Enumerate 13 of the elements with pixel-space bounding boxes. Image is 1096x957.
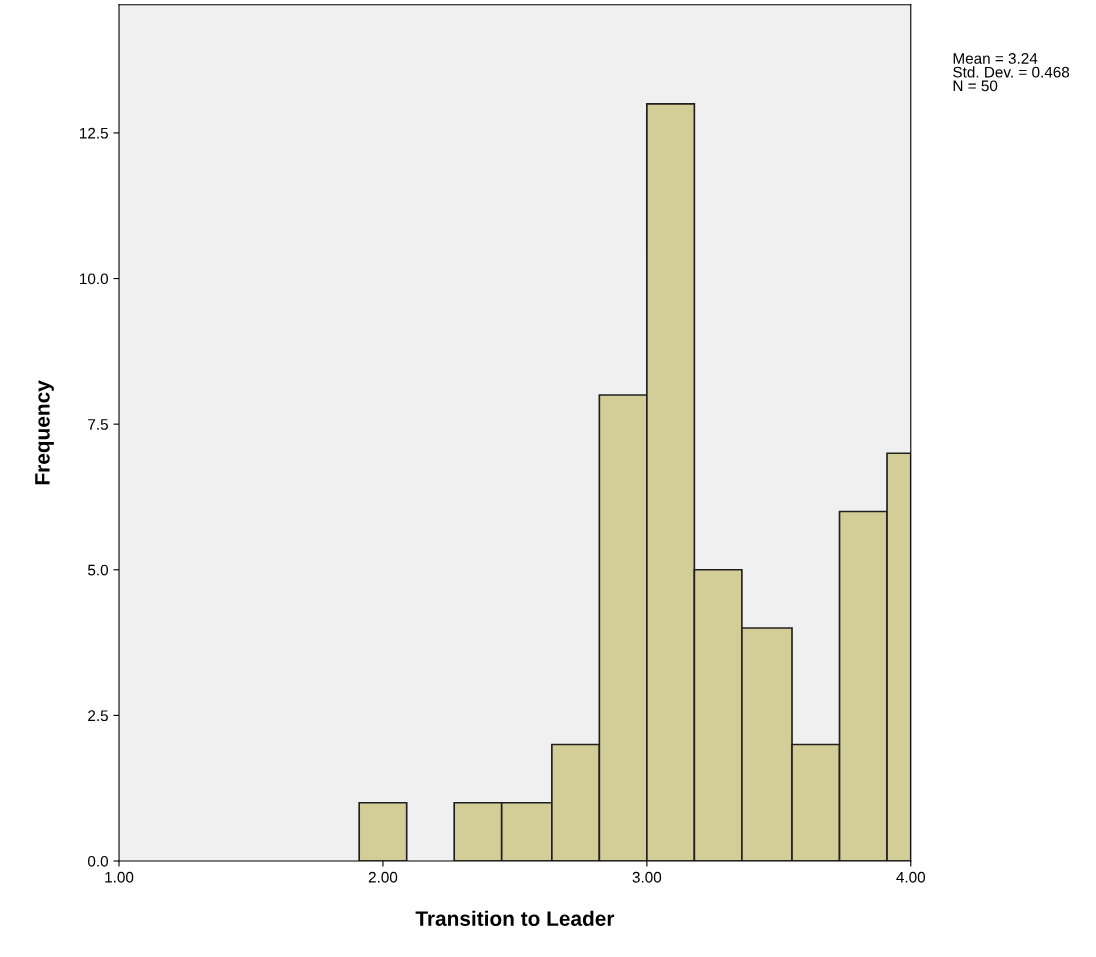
x-tick-label: 2.00 [368,871,398,883]
y-tick-label: 10.0 [80,273,109,285]
y-tick-label: 0.0 [87,855,109,867]
y-tick-label: 5.0 [87,564,109,576]
text: Mean = 3.24 Std. Dev. = 0.468 N = 50 [953,53,1070,92]
x-tick-label: 3.00 [632,871,662,883]
x-tick-label: 4.00 [896,871,926,883]
x-axis-title: Transition to Leader [415,910,615,926]
y-tick-label: 12.5 [80,127,108,139]
y-axis-title: Frequency [35,380,54,485]
y-tick-label: 2.5 [88,710,108,722]
y-tick-label: 7.5 [88,419,108,430]
x-tick-label: 1.00 [105,871,134,883]
